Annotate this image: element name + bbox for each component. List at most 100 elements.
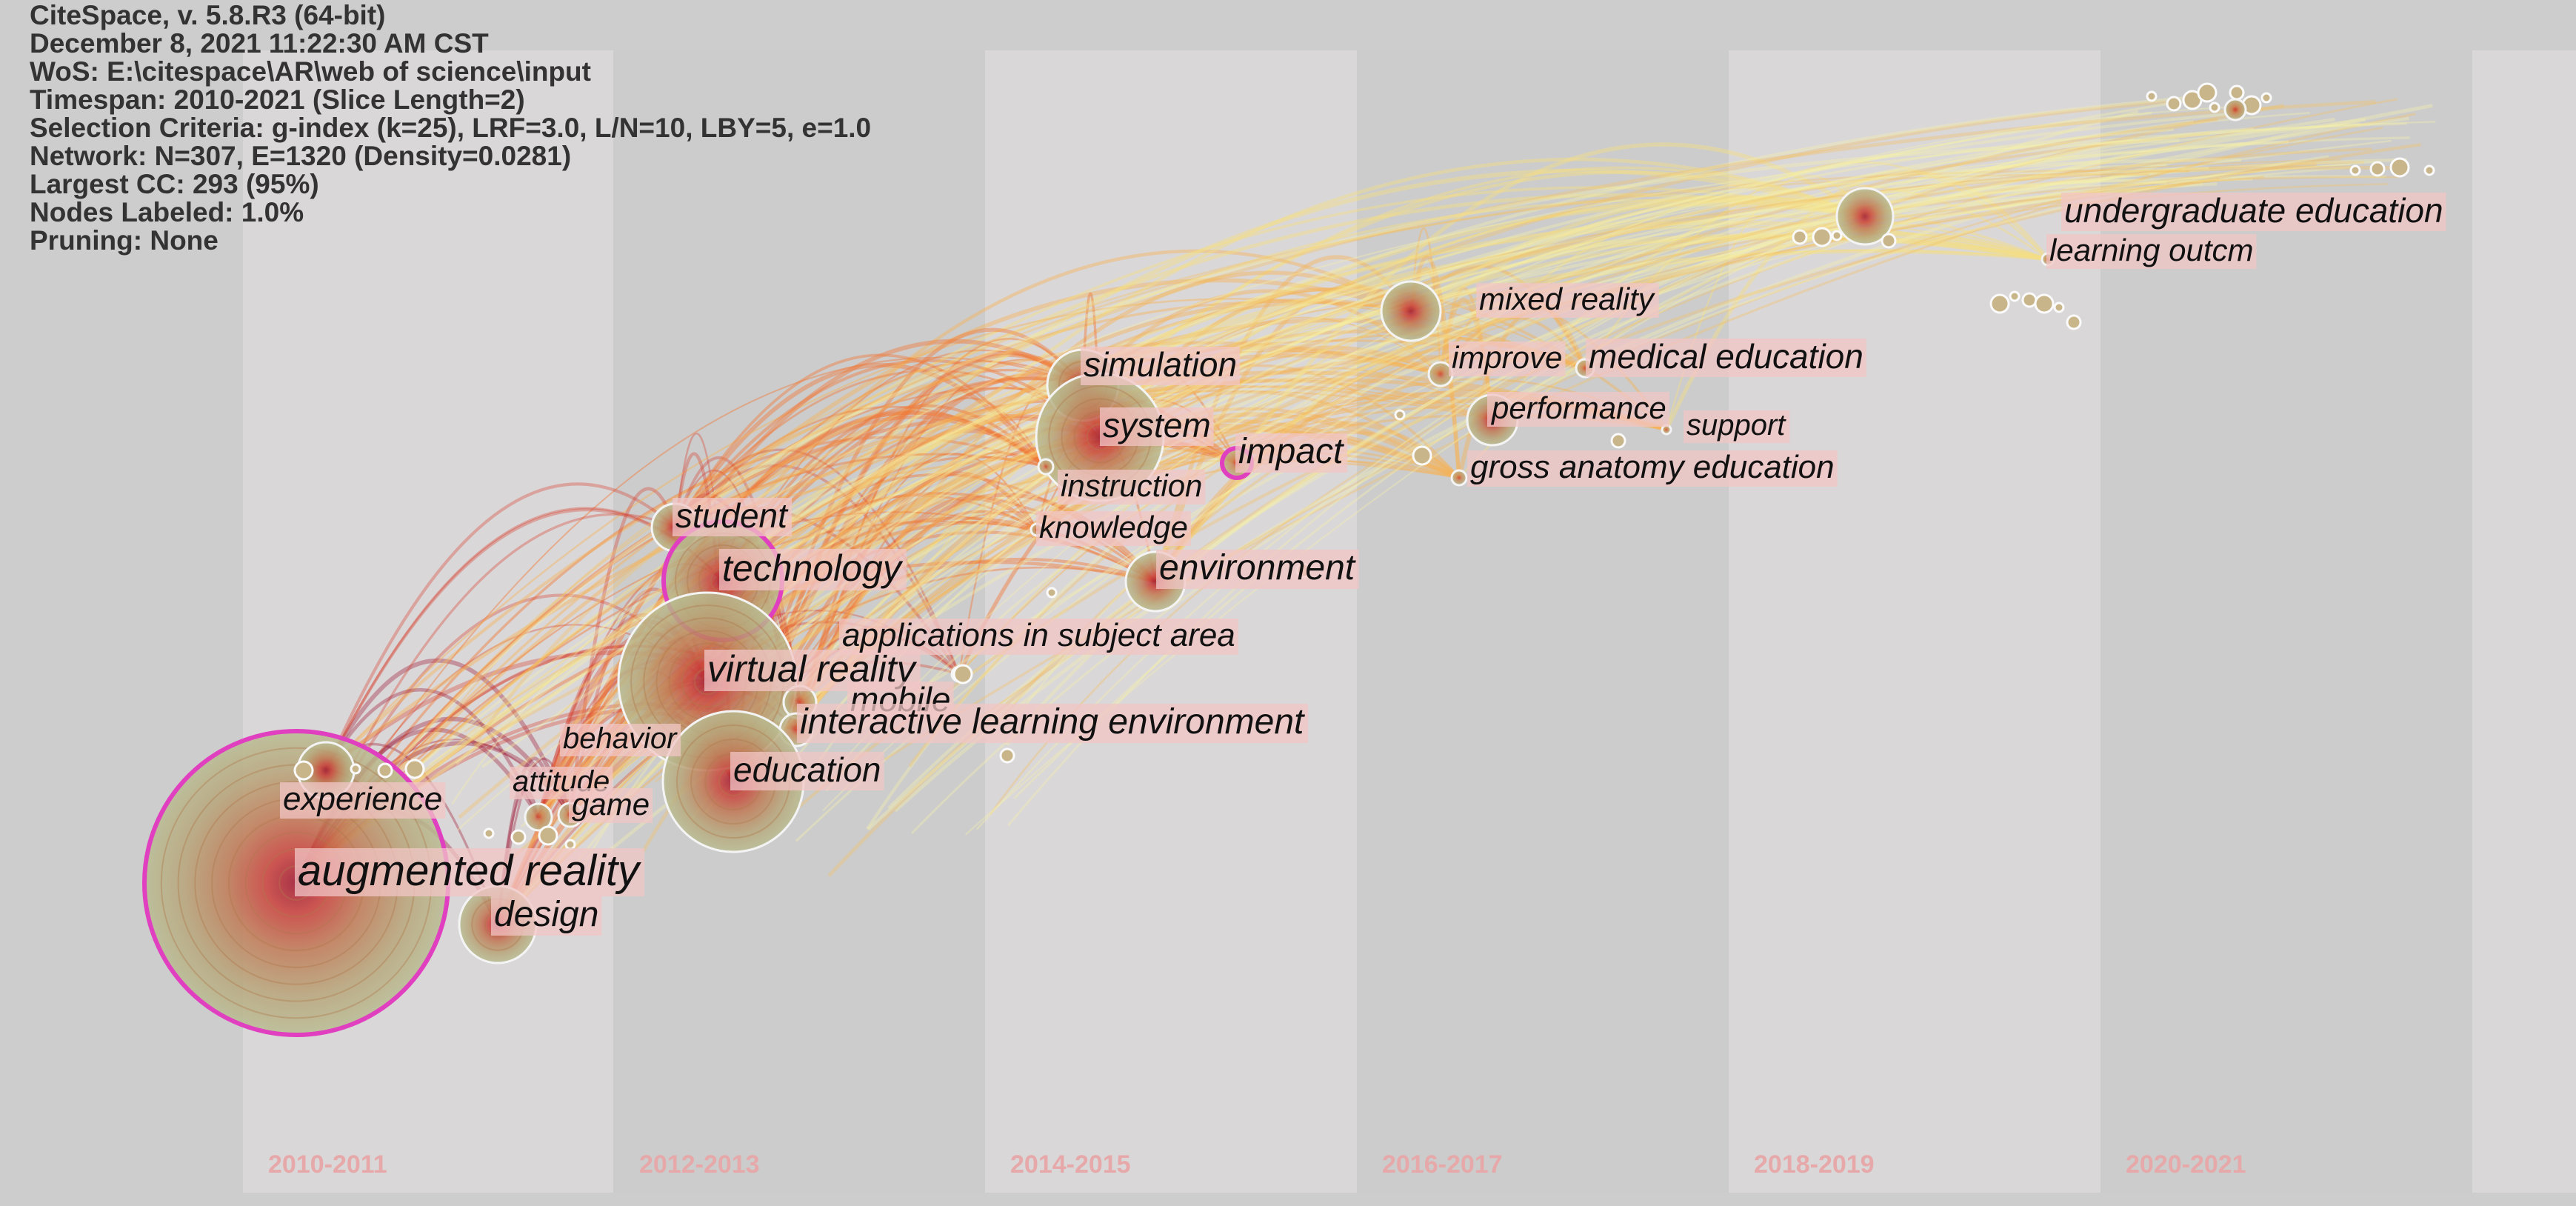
- network-summary: CiteSpace, v. 5.8.R3 (64-bit) December 8…: [30, 1, 871, 255]
- keyword-label-education[interactable]: education: [730, 750, 884, 790]
- keyword-label-simulation[interactable]: simulation: [1081, 345, 1241, 385]
- keyword-node-minor[interactable]: [952, 664, 973, 684]
- keyword-label-impact[interactable]: impact: [1235, 432, 1348, 473]
- keyword-node-minor[interactable]: [2166, 96, 2182, 112]
- app-version: CiteSpace, v. 5.8.R3 (64-bit): [30, 0, 386, 30]
- keyword-node-minor[interactable]: [1812, 227, 1832, 247]
- keyword-label-mixed[interactable]: mixed reality: [1476, 281, 1659, 318]
- keyword-node-minor[interactable]: [2223, 98, 2247, 121]
- keyword-label-ar[interactable]: augmented reality: [295, 847, 645, 896]
- keyword-node-minor[interactable]: [2349, 164, 2361, 176]
- keyword-label-behavior[interactable]: behavior: [560, 722, 681, 756]
- keyword-node-minor[interactable]: [2034, 293, 2055, 314]
- keyword-node-minor[interactable]: [404, 759, 425, 779]
- keyword-node-minor[interactable]: [1394, 409, 1406, 421]
- keyword-node-minor[interactable]: [1989, 293, 2010, 314]
- keyword-label-apps[interactable]: applications in subject area: [839, 617, 1238, 655]
- label-highlight: [569, 788, 653, 823]
- keyword-label-knowledge[interactable]: knowledge: [1036, 510, 1191, 546]
- keyword-label-student[interactable]: student: [673, 496, 793, 536]
- keyword-node-minor[interactable]: [2197, 82, 2218, 103]
- keyword-node-minor[interactable]: [1046, 587, 1058, 599]
- keyword-node-minor[interactable]: [377, 762, 393, 779]
- edge: [295, 199, 1866, 884]
- keyword-node-attitude[interactable]: [524, 802, 553, 832]
- keyword-node-minor[interactable]: [2066, 314, 2082, 330]
- keyword-text: impact: [1238, 432, 1344, 471]
- edge: [795, 397, 1047, 730]
- edge: [400, 169, 2189, 761]
- keyword-node-minor[interactable]: [2053, 302, 2065, 313]
- keyword-label-improve[interactable]: improve: [1449, 340, 1566, 376]
- keyword-node-minor[interactable]: [1412, 445, 1432, 466]
- keyword-label-meded[interactable]: medical education: [1586, 337, 1866, 377]
- keyword-node-minor[interactable]: [2369, 161, 2386, 177]
- keyword-text: design: [494, 895, 598, 934]
- keyword-node-minor[interactable]: [350, 763, 361, 775]
- keyword-node-minor[interactable]: [1792, 229, 1808, 245]
- keyword-node-gross[interactable]: [1450, 469, 1468, 487]
- keyword-text: learning outcm: [2049, 233, 2253, 267]
- keyword-node-minor[interactable]: [2389, 157, 2410, 178]
- node-circle: [524, 802, 553, 832]
- keyword-text: applications in subject area: [842, 617, 1235, 653]
- run-date: December 8, 2021 11:22:30 AM CST: [30, 28, 489, 59]
- keyword-node-minor[interactable]: [1881, 233, 1897, 249]
- keyword-text: experience: [283, 781, 442, 817]
- keyword-node-minor[interactable]: [538, 825, 558, 846]
- keyword-label-design[interactable]: design: [491, 895, 602, 936]
- edge: [295, 345, 1441, 884]
- keyword-label-technology[interactable]: technology: [719, 547, 907, 590]
- keyword-label-system[interactable]: system: [1100, 406, 1214, 446]
- keyword-node-minor[interactable]: [293, 760, 314, 781]
- keyword-labels: augmented realityexperiencedesignattitud…: [280, 191, 2446, 936]
- keyword-label-outcome[interactable]: learning outcm: [2046, 233, 2257, 269]
- edge: [1491, 184, 2049, 421]
- keyword-node-minor[interactable]: [2423, 164, 2435, 176]
- keyword-node-minor[interactable]: [510, 829, 527, 845]
- label-highlight: [1487, 392, 1669, 427]
- keyword-node-minor[interactable]: [999, 747, 1015, 764]
- keyword-node-undergrad[interactable]: [1835, 187, 1895, 246]
- keyword-node-minor[interactable]: [2229, 84, 2245, 101]
- edge: [536, 415, 1047, 819]
- keyword-text: game: [572, 787, 650, 822]
- keyword-label-instruction[interactable]: instruction: [1058, 468, 1206, 504]
- keyword-node-minor[interactable]: [483, 827, 495, 839]
- keyword-label-performance[interactable]: performance: [1487, 390, 1669, 427]
- keyword-node-instruction[interactable]: [1037, 458, 1055, 476]
- edge: [1584, 161, 2049, 369]
- edge: [295, 385, 1493, 884]
- keyword-node-minor[interactable]: [2260, 92, 2272, 104]
- label-highlight: [2061, 193, 2446, 231]
- keyword-node-minor[interactable]: [2209, 101, 2220, 113]
- keyword-label-undergrad[interactable]: undergraduate education: [2061, 191, 2446, 231]
- keyword-label-ile[interactable]: interactive learning environment: [797, 702, 1309, 743]
- keyword-label-support[interactable]: support: [1684, 409, 1790, 443]
- keyword-node-minor[interactable]: [2009, 290, 2021, 302]
- keyword-label-environment[interactable]: environment: [1156, 548, 1359, 589]
- keyword-node-minor[interactable]: [1831, 230, 1843, 241]
- slice-label: 2012-2013: [639, 1150, 760, 1179]
- keyword-node-minor[interactable]: [2146, 90, 2158, 102]
- edge: [818, 105, 2242, 787]
- keyword-node-minor[interactable]: [2021, 292, 2038, 308]
- edge: [690, 166, 2209, 822]
- edge: [1409, 195, 1866, 313]
- keyword-label-gross[interactable]: gross anatomy education: [1467, 449, 1838, 487]
- edge: [295, 339, 1586, 884]
- label-highlight: [730, 752, 884, 790]
- nodes-labeled: Nodes Labeled: 1.0%: [30, 197, 304, 227]
- keyword-label-experience[interactable]: experience: [280, 781, 446, 819]
- label-highlight: [1684, 410, 1790, 443]
- keyword-node-minor[interactable]: [1610, 433, 1626, 449]
- keyword-node-mixed[interactable]: [1380, 280, 1442, 342]
- keyword-label-game[interactable]: game: [569, 787, 653, 823]
- label-highlight: [1467, 450, 1838, 487]
- edge: [695, 158, 2407, 759]
- edge: [695, 118, 2218, 759]
- edge: [570, 249, 2049, 816]
- edge: [1235, 142, 1866, 464]
- edge: [674, 359, 1101, 529]
- slice-band-2018-2019: [1729, 50, 2100, 1193]
